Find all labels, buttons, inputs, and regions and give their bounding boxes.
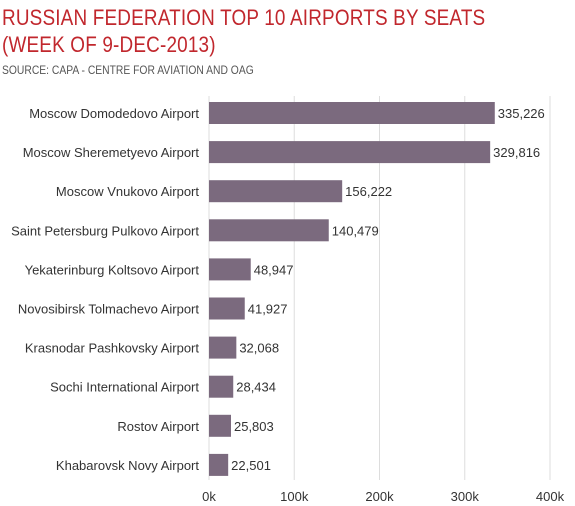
- data-label: 335,226: [498, 106, 545, 121]
- category-label: Yekaterinburg Koltsovo Airport: [25, 262, 200, 277]
- category-labels: Moscow Domodedovo Airport Moscow Sheremet…: [11, 106, 199, 473]
- bar: [209, 219, 329, 242]
- category-label: Moscow Domodedovo Airport: [29, 106, 199, 121]
- bar: [209, 102, 495, 124]
- data-label: 48,947: [254, 262, 294, 277]
- category-label: Novosibirsk Tolmachevo Airport: [18, 302, 199, 317]
- bar: [209, 414, 231, 437]
- data-label: 329,816: [493, 145, 540, 160]
- bar: [209, 336, 237, 359]
- chart-title: RUSSIAN FEDERATION TOP 10 AIRPORTS BY SE…: [2, 4, 485, 58]
- bar: [209, 297, 245, 320]
- x-axis-ticks: 0k 100k 200k 300k 400k: [202, 489, 564, 504]
- category-label: Moscow Sheremetyevo Airport: [23, 145, 200, 160]
- data-label: 140,479: [332, 223, 379, 238]
- data-label: 22,501: [231, 458, 271, 473]
- category-label: Saint Petersburg Pulkovo Airport: [11, 223, 199, 238]
- x-tick-label: 300k: [451, 489, 480, 504]
- bars: [209, 102, 495, 476]
- category-label: Rostov Airport: [117, 419, 199, 434]
- category-label: Krasnodar Pashkovsky Airport: [25, 341, 200, 356]
- bar: [209, 141, 491, 164]
- bar: [209, 180, 343, 203]
- data-label: 25,803: [234, 419, 274, 434]
- chart-subtitle: SOURCE: CAPA - CENTRE FOR AVIATION AND O…: [2, 63, 254, 77]
- category-label: Sochi International Airport: [50, 380, 199, 395]
- data-label: 41,927: [248, 302, 288, 317]
- category-label: Moscow Vnukovo Airport: [56, 184, 199, 199]
- data-label: 28,434: [236, 380, 276, 395]
- value-labels: 335,226 329,816 156,222 140,479 48,947 41,927…: [231, 106, 545, 473]
- data-label: 32,068: [239, 341, 279, 356]
- chart-title-line1: RUSSIAN FEDERATION TOP 10 AIRPORTS BY SE…: [2, 5, 486, 30]
- bar: [209, 375, 234, 398]
- x-tick-label: 200k: [365, 489, 394, 504]
- category-label: Khabarovsk Novy Airport: [56, 458, 199, 473]
- x-tick-label: 0k: [202, 489, 216, 504]
- chart-title-line2: (WEEK OF 9-DEC-2013): [2, 32, 216, 57]
- x-tick-label: 400k: [536, 489, 565, 504]
- data-label: 156,222: [345, 184, 392, 199]
- bar: [209, 258, 251, 281]
- x-tick-label: 100k: [280, 489, 309, 504]
- bar: [209, 453, 229, 476]
